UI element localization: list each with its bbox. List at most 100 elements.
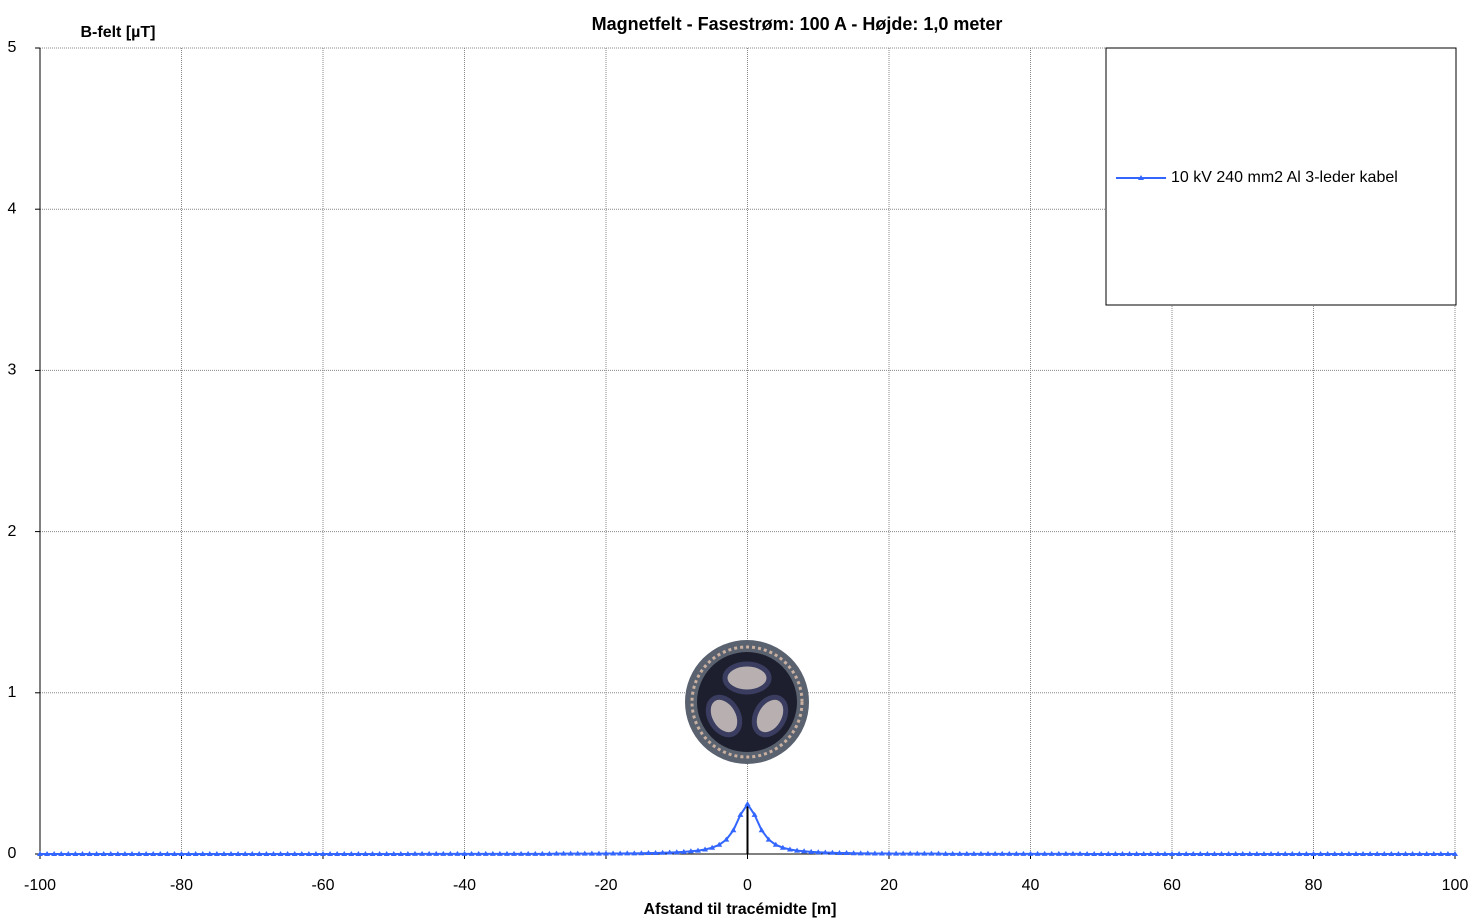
data-point bbox=[886, 850, 892, 856]
data-point bbox=[624, 850, 631, 856]
data-point bbox=[652, 850, 659, 856]
data-point bbox=[864, 850, 871, 856]
data-point bbox=[871, 850, 878, 856]
data-point bbox=[1013, 850, 1020, 856]
data-point bbox=[1444, 851, 1451, 856]
data-point bbox=[489, 850, 496, 856]
x-tick-label: 20 bbox=[880, 877, 898, 894]
y-tick-label: 1 bbox=[8, 684, 17, 701]
data-point bbox=[723, 836, 730, 842]
data-point bbox=[447, 850, 454, 856]
data-point bbox=[206, 851, 213, 856]
data-point bbox=[1062, 850, 1069, 856]
data-point bbox=[320, 851, 326, 856]
data-point bbox=[680, 848, 687, 854]
data-point bbox=[114, 851, 121, 856]
y-tick-label: 0 bbox=[8, 845, 17, 862]
data-point bbox=[956, 850, 963, 856]
data-point bbox=[482, 850, 489, 856]
data-point bbox=[694, 847, 701, 853]
data-point bbox=[334, 851, 341, 856]
data-point bbox=[1388, 851, 1395, 856]
data-point bbox=[1317, 851, 1324, 856]
data-point bbox=[645, 850, 652, 856]
data-point bbox=[404, 851, 411, 856]
data-point bbox=[878, 850, 885, 856]
data-point bbox=[546, 850, 553, 856]
data-point bbox=[843, 850, 850, 856]
data-point bbox=[37, 851, 43, 856]
data-point bbox=[1452, 851, 1458, 856]
data-point bbox=[1084, 851, 1091, 856]
y-tick-label: 5 bbox=[8, 39, 17, 56]
data-point bbox=[1190, 851, 1197, 856]
x-tick-label: 100 bbox=[1442, 877, 1469, 894]
data-point bbox=[199, 851, 206, 856]
data-point bbox=[1048, 850, 1055, 856]
data-point bbox=[1105, 851, 1112, 856]
data-point bbox=[921, 850, 928, 856]
data-point bbox=[857, 850, 864, 856]
data-point bbox=[737, 811, 744, 817]
data-point bbox=[1169, 851, 1175, 856]
data-point bbox=[192, 851, 199, 856]
core bbox=[705, 694, 743, 738]
x-tick-label: 80 bbox=[1305, 877, 1323, 894]
data-point bbox=[581, 850, 588, 856]
data-point bbox=[673, 849, 680, 855]
data-point bbox=[1098, 851, 1105, 856]
data-point bbox=[744, 801, 751, 807]
chart-title: Magnetfelt - Fasestrøm: 100 A - Højde: 1… bbox=[592, 14, 1003, 34]
data-point bbox=[949, 850, 956, 856]
data-point bbox=[86, 851, 93, 856]
data-point bbox=[440, 850, 447, 856]
data-point bbox=[1402, 851, 1409, 856]
data-point bbox=[595, 850, 602, 856]
data-point bbox=[235, 851, 242, 856]
data-point bbox=[1437, 851, 1444, 856]
data-point bbox=[79, 851, 86, 856]
data-point bbox=[1204, 851, 1211, 856]
data-point bbox=[1296, 851, 1303, 856]
data-point bbox=[900, 850, 907, 856]
cable-screen bbox=[690, 645, 804, 759]
data-point bbox=[298, 851, 305, 856]
data-point bbox=[397, 851, 404, 856]
data-point bbox=[1331, 851, 1338, 856]
data-point bbox=[560, 850, 567, 856]
data-point bbox=[1338, 851, 1345, 856]
data-point bbox=[93, 851, 100, 856]
data-point bbox=[1345, 851, 1352, 856]
data-point bbox=[999, 850, 1006, 856]
data-point bbox=[157, 851, 164, 856]
data-point bbox=[610, 850, 617, 856]
data-point bbox=[935, 850, 942, 856]
data-point bbox=[829, 849, 836, 855]
data-point bbox=[341, 851, 348, 856]
data-point bbox=[1232, 851, 1239, 856]
data-point bbox=[1069, 850, 1076, 856]
data-point bbox=[970, 850, 977, 856]
data-point bbox=[567, 850, 574, 856]
data-point bbox=[362, 851, 369, 856]
data-point bbox=[1218, 851, 1225, 856]
x-tick-label: 0 bbox=[743, 877, 752, 894]
data-point bbox=[907, 850, 914, 856]
data-point bbox=[496, 850, 503, 856]
data-point bbox=[121, 851, 128, 856]
data-point bbox=[1352, 851, 1359, 856]
legend-box bbox=[1105, 47, 1457, 306]
data-point bbox=[1282, 851, 1289, 856]
data-point bbox=[1239, 851, 1246, 856]
x-tick-label: -80 bbox=[170, 877, 193, 894]
data-point bbox=[716, 841, 723, 847]
data-point bbox=[1268, 851, 1275, 856]
data-point bbox=[928, 850, 935, 856]
data-point bbox=[433, 850, 440, 856]
data-point bbox=[631, 850, 638, 856]
data-point bbox=[284, 851, 291, 856]
x-tick-label: -60 bbox=[311, 877, 334, 894]
data-point bbox=[1077, 850, 1084, 856]
data-point bbox=[305, 851, 312, 856]
data-point bbox=[1360, 851, 1367, 856]
